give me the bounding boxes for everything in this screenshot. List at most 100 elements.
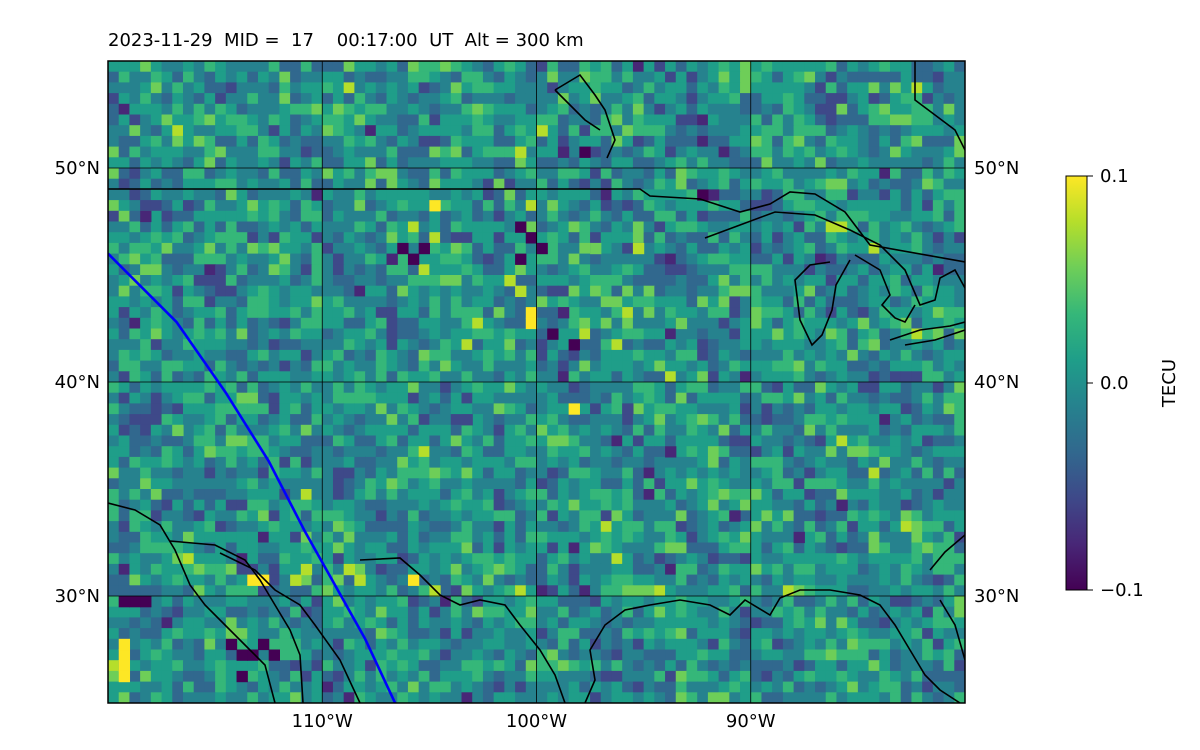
tec-cell [247, 200, 259, 212]
tec-cell [740, 424, 752, 437]
tec-cell [643, 275, 655, 287]
tec-cell [140, 296, 152, 308]
tec-cell [879, 178, 891, 190]
tec-cell [108, 681, 120, 693]
tec-cell [204, 93, 216, 105]
tec-cell [686, 168, 698, 180]
tec-cell [268, 585, 280, 597]
tec-cell [697, 285, 709, 297]
tec-cell [525, 649, 538, 661]
tec-cell [697, 242, 709, 255]
tec-cell [868, 456, 880, 469]
anomaly-cell [568, 339, 580, 351]
tec-cell [461, 403, 473, 415]
tec-cell [654, 125, 666, 137]
tec-cell [193, 660, 206, 672]
tec-cell [686, 232, 698, 244]
tec-cell [140, 456, 152, 469]
tec-cell [954, 242, 965, 255]
tec-cell [343, 242, 355, 255]
tec-cell [847, 606, 859, 618]
tec-cell [386, 114, 398, 126]
tec-cell [600, 307, 613, 319]
tec-cell [140, 317, 152, 330]
tec-cell [247, 189, 259, 201]
tec-cell [386, 392, 398, 404]
tec-cell [386, 360, 398, 372]
tec-cell [740, 189, 752, 201]
tec-cell [857, 628, 870, 640]
tec-cell [590, 681, 602, 693]
tec-cell [729, 660, 741, 672]
tec-cell [407, 178, 420, 190]
tec-cell [108, 628, 120, 640]
tec-cell [579, 125, 591, 137]
tec-cell [654, 371, 666, 383]
tec-cell [750, 382, 763, 394]
tec-cell [718, 638, 730, 651]
tec-cell [215, 553, 227, 565]
tec-cell [472, 553, 484, 565]
lake-michigan-coast [794, 259, 851, 347]
tec-cell [622, 649, 634, 661]
tec-cell [461, 531, 473, 544]
tec-cell [108, 446, 120, 458]
tec-cell [622, 670, 634, 683]
tec-cell [461, 242, 473, 255]
tec-cell [654, 553, 666, 565]
tec-cell [707, 617, 720, 629]
tec-cell [268, 103, 280, 116]
tec-cell [172, 617, 184, 629]
tec-cell [665, 681, 677, 693]
tec-cell [954, 264, 965, 276]
tec-cell [472, 82, 484, 94]
tec-cell [847, 114, 859, 126]
tec-cell [150, 542, 163, 554]
tec-cell [129, 93, 141, 105]
tec-cell [536, 178, 548, 190]
tec-cell [343, 574, 355, 586]
tec-cell [836, 125, 848, 137]
tec-cell [461, 446, 473, 458]
tec-cell [225, 489, 238, 501]
tec-cell [279, 178, 291, 190]
tec-cell [225, 61, 238, 73]
tec-cell [879, 542, 891, 554]
tec-cell [150, 307, 163, 319]
tec-cell [557, 521, 570, 533]
tec-cell [761, 414, 773, 426]
tec-cell [236, 189, 248, 201]
tec-cell [600, 542, 613, 554]
tec-cell [707, 414, 720, 426]
tec-cell [290, 210, 302, 223]
tec-cell [815, 456, 827, 469]
tec-cell [729, 146, 741, 158]
tec-cell [654, 135, 666, 148]
tec-cell [815, 606, 827, 618]
tec-cell [290, 253, 302, 265]
tec-cell [354, 93, 366, 105]
tec-cell [890, 264, 902, 276]
tec-cell [740, 349, 752, 362]
tec-cell [140, 542, 152, 554]
tec-cell [675, 189, 688, 201]
tec-cell [268, 596, 280, 608]
tec-cell [665, 360, 677, 372]
tec-cell [247, 82, 259, 94]
tec-cell [450, 638, 463, 651]
tec-cell [332, 553, 345, 565]
tec-cell [450, 349, 463, 362]
tec-cell [236, 168, 248, 180]
tec-cell [108, 82, 120, 94]
tec-cell [182, 542, 195, 554]
tec-cell [729, 253, 741, 265]
tec-cell [215, 489, 227, 501]
tec-cell [643, 670, 655, 683]
tec-cell [204, 435, 216, 447]
tec-cell [932, 670, 945, 683]
tec-cell [343, 617, 355, 629]
tec-cell [579, 660, 591, 672]
tec-cell [932, 456, 945, 469]
tec-cell [182, 638, 195, 651]
tec-cell [868, 157, 880, 169]
